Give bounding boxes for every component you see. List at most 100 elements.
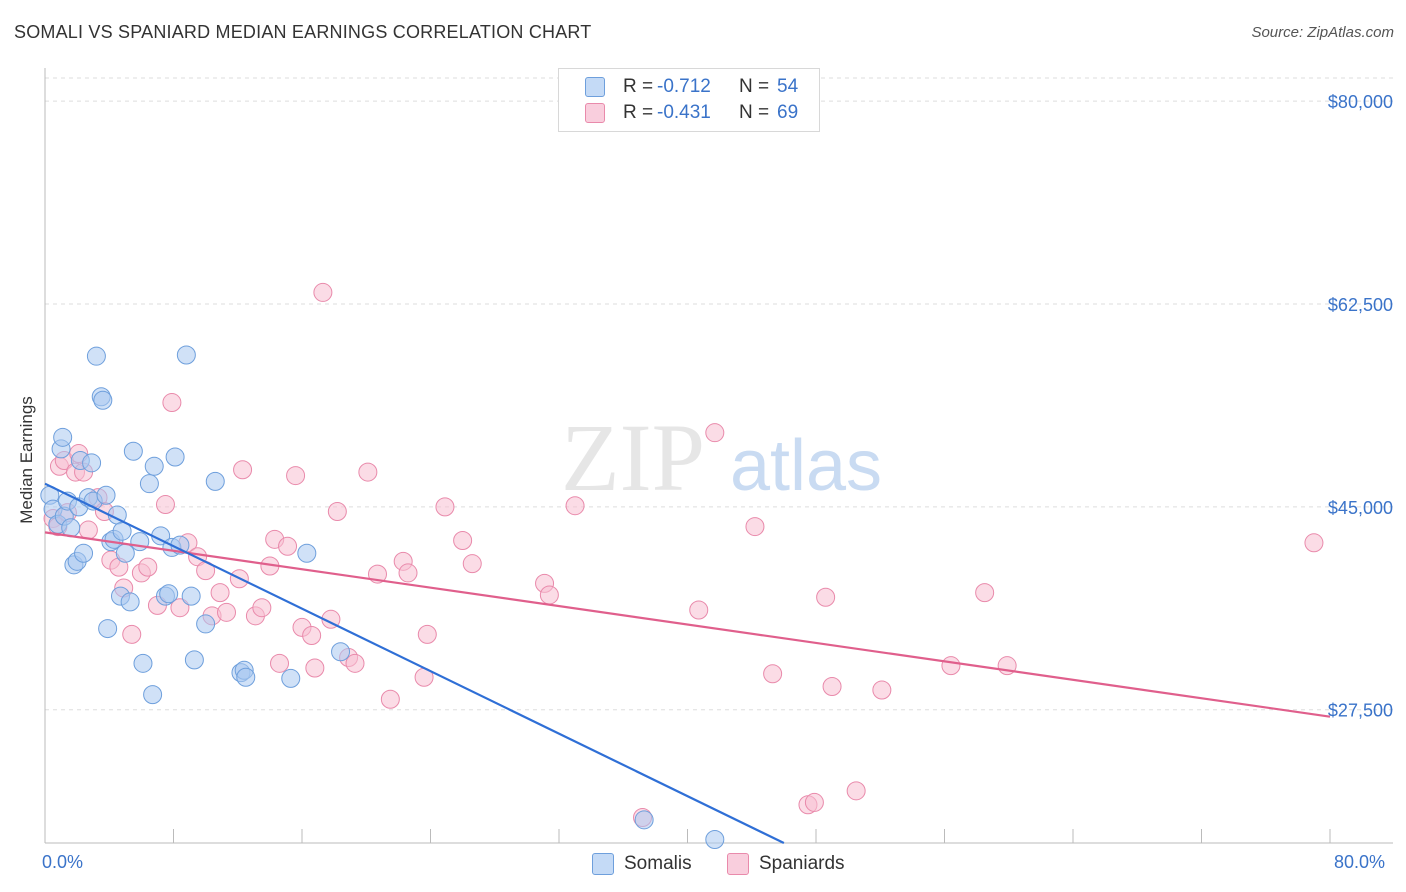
spaniard-point <box>302 626 322 646</box>
somali-point <box>634 810 654 830</box>
spaniard-point <box>804 792 824 812</box>
spaniard-point <box>122 624 142 644</box>
y-tick-label: $62,500 <box>1328 295 1393 315</box>
somali-point <box>159 584 179 604</box>
spaniard-point <box>78 520 98 540</box>
somali-point <box>205 471 225 491</box>
spaniard-point <box>689 600 709 620</box>
somali-point <box>133 653 153 673</box>
trend-lines <box>44 482 1331 844</box>
x-min-label: 0.0% <box>42 852 84 872</box>
n-value: 54 <box>777 76 799 97</box>
spaniard-point <box>358 462 378 482</box>
somali-legend-swatch <box>592 853 614 875</box>
n-value: 69 <box>777 102 799 123</box>
spaniard-point <box>305 658 325 678</box>
spaniard-point <box>872 680 892 700</box>
somali-point <box>120 592 140 612</box>
chart-title: SOMALI VS SPANIARD MEDIAN EARNINGS CORRE… <box>14 22 592 42</box>
spaniard-point <box>170 598 190 618</box>
legend-row-spaniards: R = -0.431 N = 69 <box>585 100 798 126</box>
spaniard-point <box>162 393 182 413</box>
somali-point <box>331 642 351 662</box>
y-tick-label: $27,500 <box>1328 701 1393 721</box>
somali-point <box>236 667 256 687</box>
spaniard-point <box>975 583 995 603</box>
spaniard-point <box>233 460 253 480</box>
spaniard-point <box>217 602 237 622</box>
somali-point <box>165 447 185 467</box>
y-tick-labels: $27,500 $45,000 $62,500 $80,000 <box>1328 92 1393 721</box>
r-value: -0.431 <box>657 102 711 123</box>
watermark-zip: ZIP <box>561 404 705 511</box>
somali-trend-line <box>44 482 785 844</box>
r-label: R = <box>623 102 654 123</box>
spaniard-point <box>846 781 866 801</box>
spaniard-point <box>155 495 175 515</box>
somali-point <box>96 485 116 505</box>
spaniard-point <box>278 536 298 556</box>
spaniard-point <box>398 563 418 583</box>
spaniard-point <box>345 653 365 673</box>
somali-swatch <box>585 77 605 97</box>
spaniard-point <box>252 598 272 618</box>
somali-point <box>176 345 196 365</box>
spaniard-point <box>816 587 836 607</box>
spaniard-point <box>705 423 725 443</box>
legend-row-somalis: R = -0.712 N = 54 <box>585 74 798 100</box>
correlation-legend: R = -0.712 N = 54 R = -0.431 N = 69 <box>558 68 820 132</box>
spaniard-trend-line <box>44 531 1331 718</box>
n-label: N = <box>739 102 770 123</box>
spaniard-legend-label: Spaniards <box>759 853 845 874</box>
x-max-label: 80.0% <box>1334 852 1386 872</box>
spaniard-point <box>453 530 473 550</box>
somali-point <box>82 453 102 473</box>
source-label: Source: ZipAtlas.com <box>1251 24 1394 41</box>
spaniard-point <box>286 466 306 486</box>
somali-point <box>74 543 94 563</box>
r-value: -0.712 <box>657 76 711 97</box>
spaniard-point <box>1304 533 1324 553</box>
somali-legend-label: Somalis <box>624 853 692 874</box>
somali-point <box>196 614 216 634</box>
somali-point <box>123 441 143 461</box>
spaniard-point <box>138 557 158 577</box>
somali-point <box>115 543 135 563</box>
spaniard-point <box>745 517 765 537</box>
somali-point <box>86 346 106 366</box>
y-tick-label: $45,000 <box>1328 498 1393 518</box>
spaniard-point <box>941 656 961 676</box>
spaniard-legend-swatch <box>727 853 749 875</box>
somali-point <box>184 650 204 670</box>
somali-point <box>281 668 301 688</box>
watermark-atlas: atlas <box>730 426 882 506</box>
somali-points <box>40 345 725 850</box>
r-label: R = <box>623 76 654 97</box>
n-label: N = <box>739 76 770 97</box>
spaniard-point <box>313 282 333 302</box>
y-axis-label: Median Earnings <box>17 396 36 524</box>
spaniard-point <box>435 497 455 517</box>
spaniard-point <box>565 496 585 516</box>
somali-point <box>98 619 118 639</box>
somali-point <box>297 543 317 563</box>
somali-point <box>143 685 163 705</box>
somali-point <box>93 390 113 410</box>
spaniard-point <box>763 664 783 684</box>
somali-point <box>61 518 81 538</box>
spaniard-points <box>43 282 1324 827</box>
spaniard-point <box>417 624 437 644</box>
spaniard-point <box>210 583 230 603</box>
y-tick-label: $80,000 <box>1328 92 1393 112</box>
somali-point <box>139 474 159 494</box>
legend-somalis: Somalis <box>592 851 692 877</box>
legend-spaniards: Spaniards <box>727 851 845 877</box>
watermark: ZIP atlas <box>561 404 882 511</box>
spaniard-point <box>270 653 290 673</box>
somali-point <box>181 586 201 606</box>
spaniard-point <box>822 677 842 697</box>
somali-point <box>53 427 73 447</box>
spaniard-point <box>539 585 559 605</box>
somali-point <box>705 830 725 850</box>
